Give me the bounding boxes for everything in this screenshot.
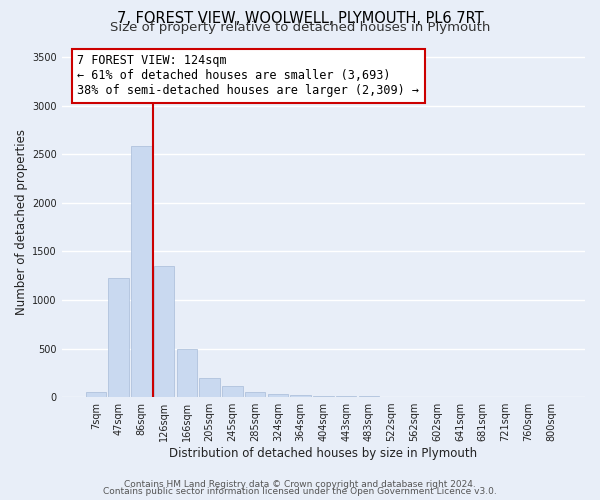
Bar	[245, 392, 265, 397]
X-axis label: Distribution of detached houses by size in Plymouth: Distribution of detached houses by size …	[169, 447, 478, 460]
Bar	[176, 348, 197, 397]
Y-axis label: Number of detached properties: Number of detached properties	[15, 130, 28, 316]
Bar	[199, 378, 220, 397]
Bar	[86, 392, 106, 397]
Bar	[313, 396, 334, 397]
Bar	[222, 386, 242, 397]
Text: Contains public sector information licensed under the Open Government Licence v3: Contains public sector information licen…	[103, 487, 497, 496]
Text: 7 FOREST VIEW: 124sqm
← 61% of detached houses are smaller (3,693)
38% of semi-d: 7 FOREST VIEW: 124sqm ← 61% of detached …	[77, 54, 419, 98]
Bar	[109, 278, 129, 397]
Bar	[268, 394, 288, 397]
Bar	[154, 266, 175, 397]
Bar	[336, 396, 356, 397]
Bar	[290, 395, 311, 397]
Bar	[359, 396, 379, 397]
Text: 7, FOREST VIEW, WOOLWELL, PLYMOUTH, PL6 7RT: 7, FOREST VIEW, WOOLWELL, PLYMOUTH, PL6 …	[116, 11, 484, 26]
Text: Contains HM Land Registry data © Crown copyright and database right 2024.: Contains HM Land Registry data © Crown c…	[124, 480, 476, 489]
Bar	[131, 146, 152, 397]
Text: Size of property relative to detached houses in Plymouth: Size of property relative to detached ho…	[110, 21, 490, 34]
